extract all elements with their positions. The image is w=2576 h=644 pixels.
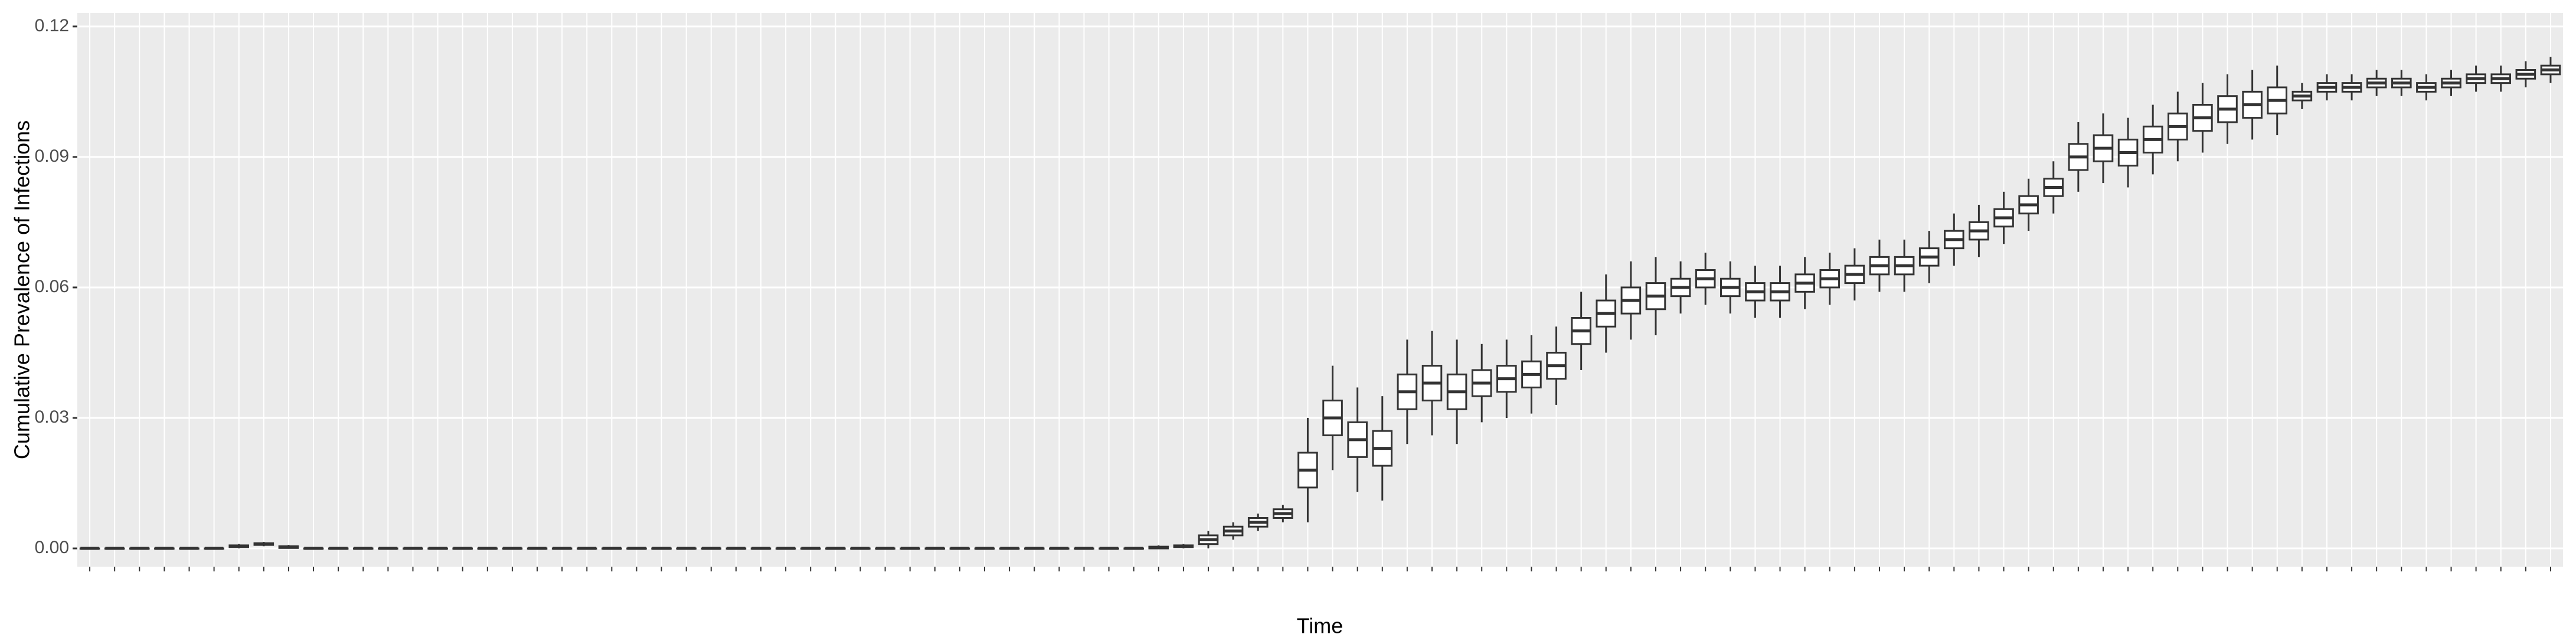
y-tick-label: 0.03 <box>35 407 69 427</box>
y-tick-label: 0.12 <box>35 16 69 35</box>
x-axis-title: Time <box>1297 614 1343 638</box>
y-tick-label: 0.09 <box>35 146 69 166</box>
y-tick-label: 0.06 <box>35 277 69 296</box>
y-axis-title: Cumulative Prevalence of Infections <box>10 120 34 459</box>
y-tick-label: 0.00 <box>35 538 69 557</box>
panel-background <box>77 13 2563 567</box>
